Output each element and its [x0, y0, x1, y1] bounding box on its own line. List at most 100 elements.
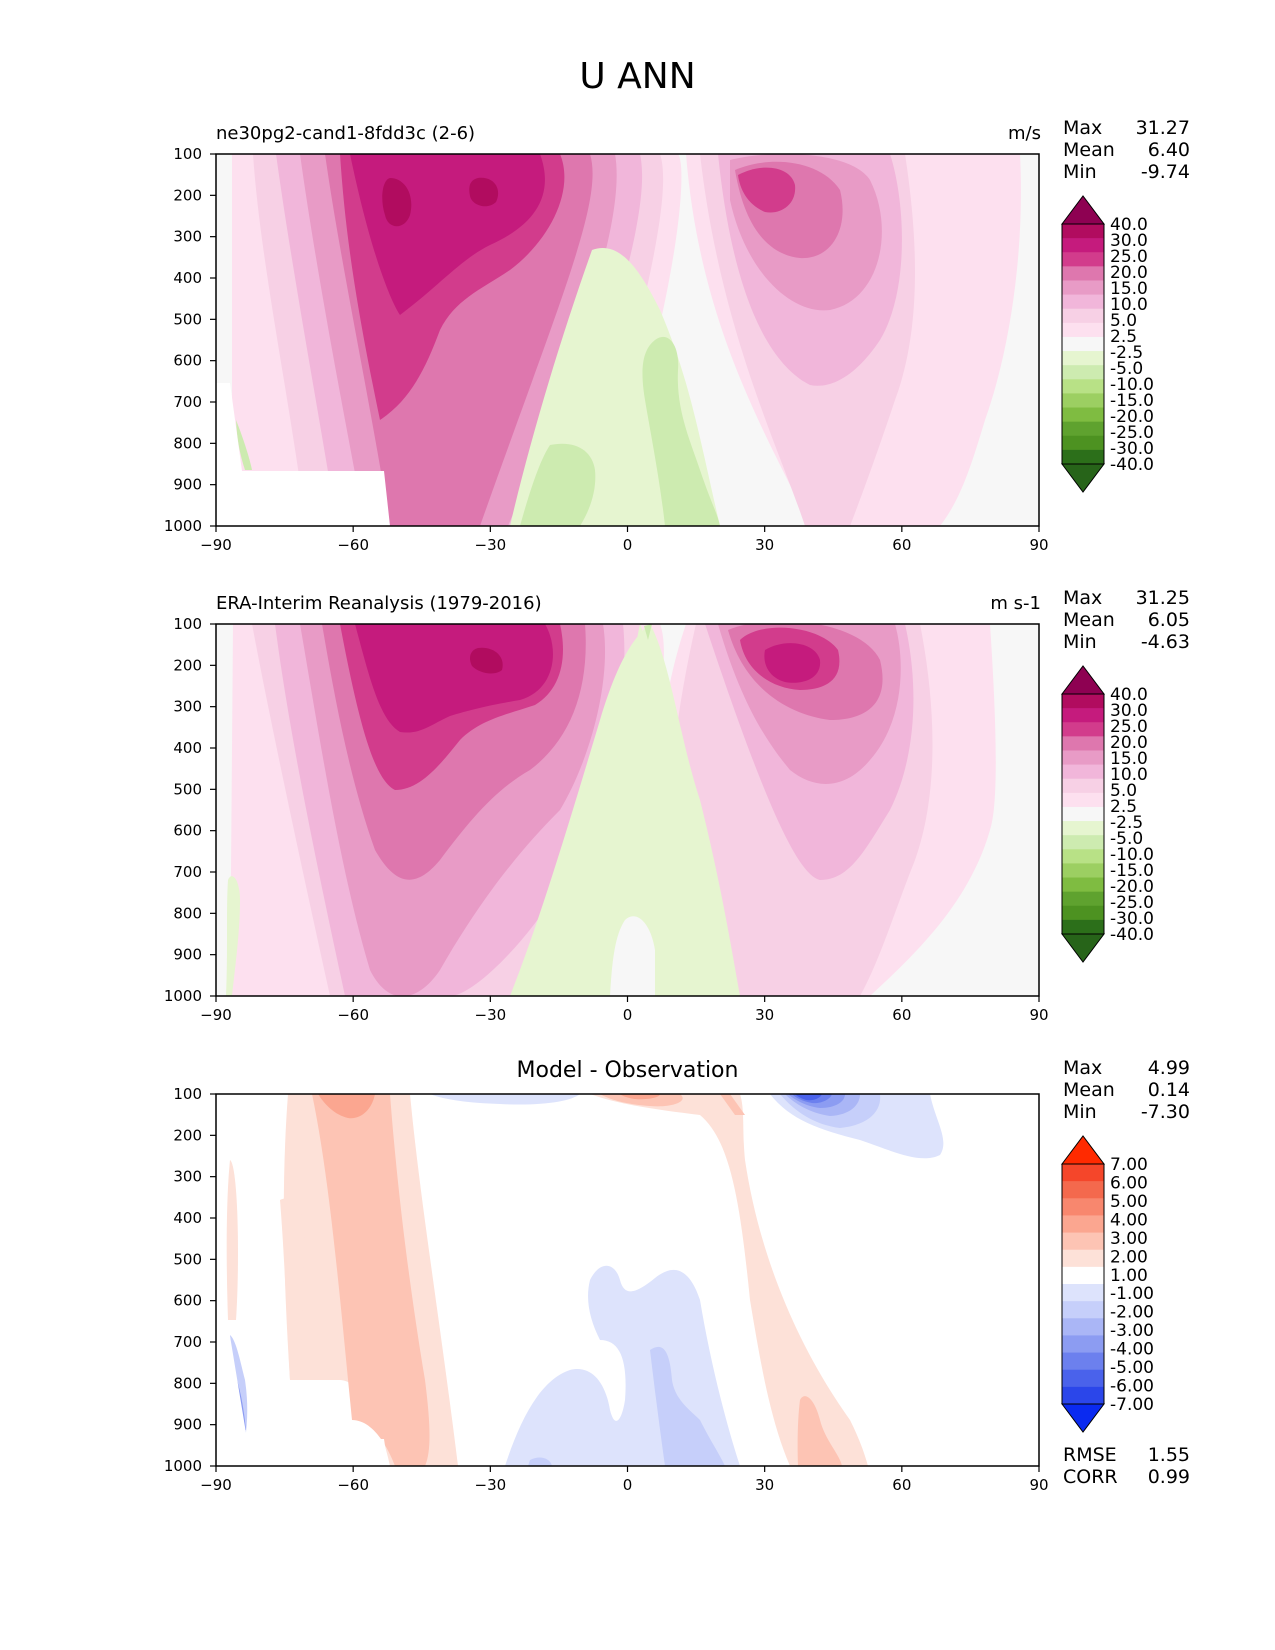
p2-y-tick-label: 300	[173, 698, 202, 716]
p2-colorbar-label: 15.0	[1110, 749, 1148, 769]
p3-colorbar-band	[1062, 1249, 1104, 1268]
p3-colorbar-label: 7.00	[1110, 1155, 1148, 1175]
p2-colorbar-band	[1062, 821, 1104, 836]
panel-2-mean-label: Mean	[1063, 609, 1115, 631]
p2-colorbar-band	[1062, 919, 1104, 935]
p2-y-tick-label: 800	[173, 904, 202, 922]
p3-x-tick-label: −30	[475, 1476, 507, 1494]
p3-colorbar-band	[1062, 1369, 1104, 1388]
p3-colorbar-label: -4.00	[1110, 1340, 1154, 1360]
p2-colorbar-label: 20.0	[1110, 733, 1148, 753]
panel-1-units: m/s	[1008, 123, 1041, 144]
p1-colorbar-label: 40.0	[1110, 215, 1148, 235]
p1-colorbar-band	[1062, 449, 1104, 465]
p1-y-tick-label: 800	[173, 434, 202, 452]
panel-3-mean-label: Mean	[1063, 1079, 1115, 1101]
p2-y-tick-label: 400	[173, 739, 202, 757]
p1-colorbar-label: -2.5	[1110, 343, 1143, 363]
p3-y-tick-label: 600	[173, 1292, 202, 1310]
p2-colorbar-band	[1062, 806, 1104, 822]
p3-y-tick-label: 800	[173, 1374, 202, 1392]
p1-y-tick-label: 500	[173, 310, 202, 328]
p1-colorbar-band	[1062, 351, 1104, 366]
p3-colorbar-max-extension	[1061, 1135, 1105, 1165]
p2-colorbar-label: -5.0	[1110, 829, 1143, 849]
p3-x-tick-label: 0	[623, 1476, 633, 1494]
panel-1-mean-label: Mean	[1063, 139, 1115, 161]
panel-2-min-label: Min	[1063, 631, 1097, 653]
p3-colorbar-label: -3.00	[1110, 1321, 1154, 1341]
p3-colorbar-label: -6.00	[1110, 1377, 1154, 1397]
p1-x-tick-label: −30	[475, 536, 507, 554]
p3-y-tick-label: 1000	[164, 1457, 202, 1475]
p2-x-tick-label: −90	[200, 1006, 232, 1024]
p3-colorbar-label: 2.00	[1110, 1247, 1148, 1267]
panel-3-min-value: -7.30	[1140, 1101, 1190, 1123]
p1-colorbar-label: -25.0	[1110, 423, 1154, 443]
p2-colorbar-label: 40.0	[1110, 685, 1148, 705]
panel-3-mean-value: 0.14	[1147, 1079, 1190, 1101]
p3-colorbar-band	[1062, 1266, 1104, 1285]
p3-missing-data	[216, 1336, 388, 1466]
p3-colorbar-label: 5.00	[1110, 1192, 1148, 1212]
p1-colorbar-band	[1062, 435, 1104, 451]
corr-value: 0.99	[1147, 1466, 1190, 1488]
p1-x-tick-label: 30	[755, 536, 774, 554]
p1-colorbar-label: 25.0	[1110, 247, 1148, 267]
p3-y-tick-label: 300	[173, 1168, 202, 1186]
p1-colorbar-band	[1062, 238, 1104, 253]
panel-1-min-value: -9.74	[1140, 161, 1190, 183]
p3-colorbar-label: 4.00	[1110, 1210, 1148, 1230]
p2-colorbar-band	[1062, 877, 1104, 893]
p2-colorbar-band	[1062, 891, 1104, 907]
p1-colorbar-label: -5.0	[1110, 359, 1143, 379]
p1-colorbar-label: -20.0	[1110, 407, 1154, 427]
p1-colorbar-label: 10.0	[1110, 295, 1148, 315]
panel-2-units: m s-1	[990, 593, 1041, 614]
p1-y-tick-label: 600	[173, 352, 202, 370]
p3-colorbar-label: -1.00	[1110, 1284, 1154, 1304]
corr-label: CORR	[1063, 1466, 1118, 1488]
p2-colorbar-band	[1062, 835, 1104, 850]
p2-colorbar-label: -30.0	[1110, 909, 1154, 929]
p2-colorbar-band	[1062, 708, 1104, 723]
p2-colorbar-band	[1062, 722, 1104, 737]
p2-colorbar-band	[1062, 750, 1104, 766]
p2-colorbar-label: -2.5	[1110, 813, 1143, 833]
p2-y-tick-label: 900	[173, 946, 202, 964]
p1-colorbar-label: 5.0	[1110, 311, 1137, 331]
p1-x-tick-label: 60	[892, 536, 911, 554]
panel-3-contours	[216, 1094, 1039, 1466]
p1-colorbar-label: 15.0	[1110, 279, 1148, 299]
p2-colorbar-label: -10.0	[1110, 845, 1154, 865]
p1-colorbar-label: -10.0	[1110, 375, 1154, 395]
p2-colorbar-label: -25.0	[1110, 893, 1154, 913]
p1-colorbar-label: -40.0	[1110, 455, 1154, 475]
p1-y-tick-label: 1000	[164, 517, 202, 535]
p3-colorbar-band	[1062, 1215, 1104, 1234]
p1-colorbar-band	[1062, 336, 1104, 352]
p1-colorbar-band	[1062, 294, 1104, 310]
p2-y-tick-label: 200	[173, 656, 202, 674]
p3-y-tick-label: 400	[173, 1209, 202, 1227]
p3-x-tick-label: 30	[755, 1476, 774, 1494]
p1-y-tick-label: 900	[173, 476, 202, 494]
p2-colorbar-label: 25.0	[1110, 717, 1148, 737]
p1-x-tick-label: −90	[200, 536, 232, 554]
p1-colorbar-band	[1062, 322, 1104, 338]
p2-y-tick-label: 600	[173, 822, 202, 840]
p2-colorbar-label: -15.0	[1110, 861, 1154, 881]
p3-colorbar-label: -5.00	[1110, 1358, 1154, 1378]
p2-colorbar-band	[1062, 764, 1104, 780]
p2-colorbar-band	[1062, 694, 1104, 709]
p3-x-tick-label: −60	[337, 1476, 369, 1494]
p1-colorbar-label: 30.0	[1110, 231, 1148, 251]
panel-3-max-value: 4.99	[1147, 1057, 1190, 1079]
p3-colorbar-label: -7.00	[1110, 1395, 1154, 1415]
p2-x-tick-label: −60	[337, 1006, 369, 1024]
p1-colorbar-band	[1062, 308, 1104, 324]
p2-colorbar-band	[1062, 849, 1104, 864]
p3-colorbar-band	[1062, 1198, 1104, 1216]
p2-colorbar-label: 30.0	[1110, 701, 1148, 721]
p2-colorbar-label: -20.0	[1110, 877, 1154, 897]
